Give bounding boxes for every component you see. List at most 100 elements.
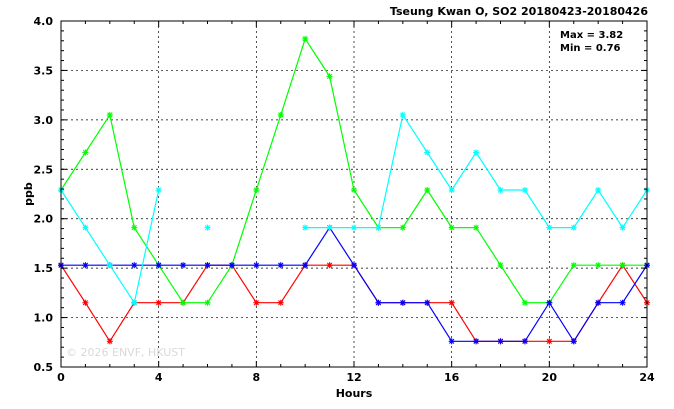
- data-point-stroke: [424, 149, 430, 156]
- data-point-stroke: [571, 224, 577, 231]
- data-point-stroke: [595, 300, 601, 306]
- x-tick-label: 0: [57, 371, 65, 384]
- data-point-stroke: [424, 187, 430, 193]
- data-point-stroke: [278, 262, 284, 268]
- data-point-stroke: [473, 338, 479, 344]
- data-point: [521, 299, 528, 306]
- data-point: [619, 262, 626, 269]
- series-4: [58, 111, 650, 306]
- data-point-stroke: [351, 187, 357, 193]
- y-tick-label: 2.0: [34, 213, 54, 226]
- data-point: [399, 224, 406, 231]
- data-point: [253, 187, 260, 194]
- x-tick-label: 24: [639, 371, 655, 384]
- data-point: [473, 149, 480, 156]
- y-tick-label: 1.0: [34, 312, 54, 325]
- data-point-stroke: [180, 300, 186, 306]
- data-point-stroke: [82, 262, 89, 268]
- data-point-stroke: [326, 224, 333, 231]
- data-point: [106, 338, 113, 345]
- data-point: [546, 338, 553, 345]
- data-point-stroke: [131, 224, 137, 231]
- data-point-stroke: [278, 112, 284, 118]
- data-point: [131, 262, 138, 269]
- data-point-stroke: [400, 224, 406, 231]
- data-point: [155, 299, 162, 306]
- data-point-stroke: [326, 73, 333, 79]
- data-point-stroke: [546, 300, 552, 306]
- data-point: [424, 299, 431, 306]
- data-point: [82, 299, 89, 306]
- data-point-stroke: [204, 262, 211, 268]
- data-point-stroke: [156, 187, 162, 193]
- data-point: [473, 224, 480, 231]
- data-point-stroke: [156, 262, 162, 268]
- data-point-stroke: [326, 262, 333, 268]
- data-point: [131, 224, 138, 231]
- data-point-stroke: [302, 262, 308, 268]
- data-point: [82, 224, 89, 231]
- data-point: [375, 299, 382, 306]
- data-point-stroke: [375, 300, 382, 306]
- data-point-stroke: [522, 187, 528, 193]
- data-point: [277, 299, 284, 306]
- data-point-stroke: [619, 224, 626, 231]
- axis-ticks: 0 4 8 12 16 20 24 0.5 1.0 1.5 2.0 2.5 3.0 3.5 4.0: [34, 15, 655, 384]
- data-point-stroke: [400, 112, 406, 118]
- data-point: [570, 262, 577, 269]
- data-point-stroke: [522, 338, 528, 344]
- data-point: [448, 338, 455, 345]
- data-point-stroke: [497, 262, 504, 268]
- data-point: [521, 187, 528, 194]
- data-point-stroke: [473, 149, 479, 156]
- data-point-stroke: [82, 300, 89, 306]
- data-point: [82, 262, 89, 269]
- data-point-stroke: [180, 262, 186, 268]
- data-point: [326, 262, 333, 269]
- data-point-stroke: [253, 262, 259, 268]
- data-point: [375, 224, 382, 231]
- data-point-stroke: [546, 224, 552, 231]
- data-point-stroke: [571, 262, 577, 268]
- x-tick-label: 20: [542, 371, 558, 384]
- data-point-stroke: [107, 112, 113, 118]
- data-point: [106, 262, 113, 269]
- data-point: [351, 262, 357, 269]
- series-group: [58, 35, 650, 345]
- data-point-stroke: [449, 224, 455, 231]
- x-axis-title: Hours: [336, 387, 373, 400]
- data-point-stroke: [278, 300, 284, 306]
- data-point-stroke: [82, 149, 89, 156]
- data-point-stroke: [449, 300, 455, 306]
- data-point: [546, 224, 553, 231]
- y-tick-label: 1.5: [34, 262, 54, 275]
- data-point: [570, 338, 577, 345]
- data-point-stroke: [571, 338, 577, 344]
- y-axis-title: ppb: [22, 182, 35, 206]
- data-point-stroke: [473, 224, 479, 231]
- data-point-stroke: [204, 300, 211, 306]
- data-point: [302, 224, 309, 231]
- data-point: [521, 338, 528, 345]
- data-point-stroke: [156, 300, 162, 306]
- data-point: [228, 262, 235, 269]
- grid: [61, 21, 647, 367]
- data-point: [180, 299, 187, 306]
- data-point: [131, 299, 138, 306]
- data-point: [180, 262, 187, 269]
- series-line: [60, 189, 160, 305]
- y-tick-label: 0.5: [34, 361, 54, 374]
- data-point: [473, 338, 480, 345]
- data-point-stroke: [449, 187, 455, 193]
- series-line: [61, 226, 648, 343]
- data-point: [253, 262, 260, 269]
- data-point: [326, 224, 333, 231]
- data-point: [302, 35, 309, 42]
- y-tick-label: 2.5: [34, 163, 54, 176]
- data-point-stroke: [595, 262, 601, 268]
- data-point: [570, 224, 577, 231]
- data-point: [351, 224, 357, 231]
- data-point: [595, 262, 602, 269]
- data-point: [619, 299, 626, 306]
- data-point-stroke: [351, 262, 357, 268]
